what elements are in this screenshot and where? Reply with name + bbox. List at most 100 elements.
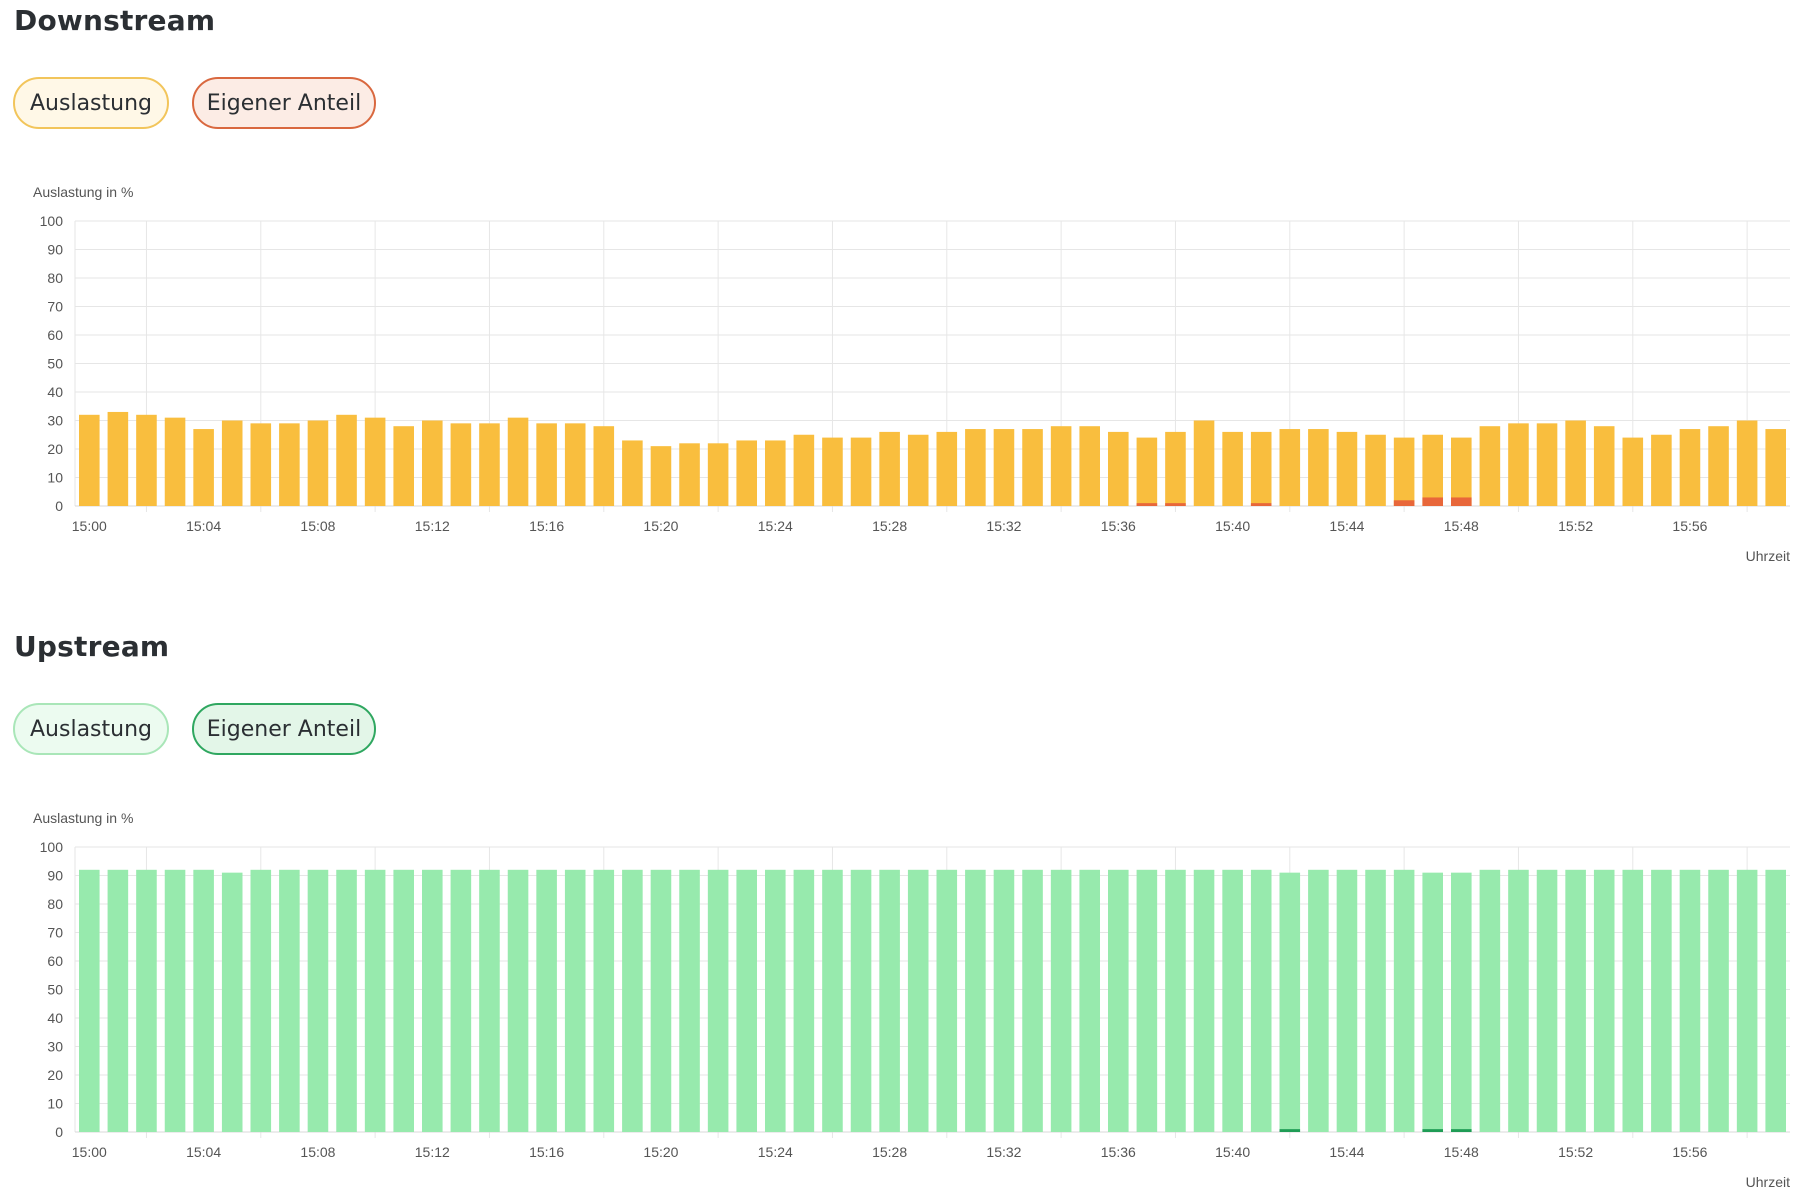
downstream-xtick-label: 15:24 bbox=[758, 518, 793, 534]
downstream-bar bbox=[336, 414, 357, 506]
upstream-bar bbox=[422, 869, 443, 1132]
downstream-bar bbox=[1765, 429, 1786, 506]
downstream-xtick-label: 15:52 bbox=[1558, 518, 1593, 534]
downstream-bar bbox=[1565, 420, 1586, 506]
upstream-xtick-label: 15:20 bbox=[643, 1144, 678, 1160]
downstream-bar bbox=[1736, 420, 1758, 506]
upstream-bar bbox=[564, 869, 586, 1132]
upstream-bar bbox=[279, 869, 300, 1132]
downstream-xlabel: Uhrzeit bbox=[1746, 548, 1790, 564]
upstream-bar bbox=[622, 869, 643, 1132]
upstream-xtick-label: 15:04 bbox=[186, 1144, 221, 1160]
downstream-own-bar bbox=[1250, 503, 1272, 506]
downstream-own-bar bbox=[1393, 500, 1415, 506]
upstream-bar bbox=[1765, 869, 1786, 1132]
upstream-bar bbox=[136, 869, 157, 1132]
downstream-bar bbox=[1108, 431, 1129, 506]
downstream-auslastung-button[interactable]: Auslastung bbox=[13, 77, 169, 129]
downstream-bar bbox=[1022, 429, 1043, 506]
upstream-bar bbox=[1565, 869, 1586, 1132]
downstream-xtick-label: 15:00 bbox=[72, 518, 107, 534]
downstream-ytick-label: 70 bbox=[47, 299, 63, 315]
upstream-bar bbox=[907, 869, 929, 1132]
upstream-xtick-label: 15:28 bbox=[872, 1144, 907, 1160]
downstream-xtick-label: 15:32 bbox=[986, 518, 1021, 534]
upstream-xtick-label: 15:32 bbox=[986, 1144, 1021, 1160]
downstream-bar bbox=[879, 431, 900, 506]
downstream-bar bbox=[279, 423, 300, 506]
downstream-ytick-label: 0 bbox=[55, 498, 63, 514]
upstream-bar bbox=[536, 869, 557, 1132]
upstream-bar bbox=[965, 869, 986, 1132]
upstream-ylabel: Auslastung in % bbox=[33, 810, 133, 826]
downstream-ytick-label: 90 bbox=[47, 242, 63, 258]
downstream-bar bbox=[1136, 437, 1158, 506]
downstream-ylabel: Auslastung in % bbox=[33, 184, 133, 200]
downstream-bar bbox=[107, 411, 129, 506]
upstream-eigener-anteil-button[interactable]: Eigener Anteil bbox=[192, 703, 376, 755]
downstream-bar bbox=[965, 429, 986, 506]
upstream-auslastung-button[interactable]: Auslastung bbox=[13, 703, 169, 755]
downstream-xtick-label: 15:40 bbox=[1215, 518, 1250, 534]
upstream-ytick-label: 30 bbox=[47, 1039, 63, 1055]
downstream-grid bbox=[75, 220, 1790, 512]
upstream-own-bar bbox=[1279, 1129, 1301, 1132]
upstream-bar bbox=[1336, 869, 1358, 1132]
upstream-title: Upstream bbox=[14, 630, 170, 663]
upstream-bar bbox=[164, 869, 186, 1132]
upstream-bar bbox=[1736, 869, 1758, 1132]
downstream-bar bbox=[822, 437, 843, 506]
upstream-ytick-label: 0 bbox=[55, 1124, 63, 1140]
upstream-bar bbox=[1365, 869, 1386, 1132]
upstream-bar bbox=[1193, 869, 1215, 1132]
downstream-xtick-label: 15:08 bbox=[300, 518, 335, 534]
upstream-xtick-label: 15:00 bbox=[72, 1144, 107, 1160]
upstream-xtick-label: 15:16 bbox=[529, 1144, 564, 1160]
downstream-bar bbox=[765, 440, 786, 506]
downstream-bar bbox=[622, 440, 643, 506]
upstream-bar bbox=[507, 869, 529, 1132]
upstream-bar bbox=[1393, 869, 1415, 1132]
upstream-bar bbox=[593, 869, 615, 1132]
upstream-bar bbox=[1250, 869, 1272, 1132]
downstream-ytick-label: 50 bbox=[47, 356, 63, 372]
upstream-bar bbox=[79, 869, 100, 1132]
upstream-bar bbox=[1279, 872, 1301, 1132]
downstream-bar bbox=[736, 440, 757, 506]
downstream-bar bbox=[1593, 426, 1615, 506]
upstream-ytick-label: 90 bbox=[47, 868, 63, 884]
upstream-ytick-label: 80 bbox=[47, 896, 63, 912]
upstream-bar bbox=[1479, 869, 1501, 1132]
downstream-bar bbox=[364, 417, 386, 506]
upstream-bar bbox=[307, 869, 329, 1132]
downstream-ytick-label: 30 bbox=[47, 413, 63, 429]
downstream-bar bbox=[507, 417, 529, 506]
downstream-ytick-label: 20 bbox=[47, 441, 63, 457]
upstream-bar bbox=[107, 869, 129, 1132]
downstream-bar bbox=[564, 423, 586, 506]
upstream-bar bbox=[1022, 869, 1043, 1132]
upstream-own-bar bbox=[1451, 1129, 1472, 1132]
downstream-bar bbox=[1050, 426, 1072, 506]
downstream-xtick-label: 15:16 bbox=[529, 518, 564, 534]
downstream-bar bbox=[307, 420, 329, 506]
upstream-bar bbox=[250, 869, 272, 1132]
downstream-eigener-anteil-button[interactable]: Eigener Anteil bbox=[192, 77, 376, 129]
upstream-bar bbox=[679, 869, 700, 1132]
upstream-bar bbox=[193, 869, 214, 1132]
upstream-bar bbox=[1079, 869, 1100, 1132]
downstream-bar bbox=[936, 431, 958, 506]
downstream-bar bbox=[164, 417, 186, 506]
upstream-bar bbox=[879, 869, 900, 1132]
upstream-bar bbox=[936, 869, 958, 1132]
upstream-bar bbox=[1222, 869, 1243, 1132]
downstream-bar bbox=[479, 423, 500, 506]
upstream-xtick-label: 15:12 bbox=[415, 1144, 450, 1160]
downstream-xtick-label: 15:04 bbox=[186, 518, 221, 534]
upstream-bar bbox=[364, 869, 386, 1132]
downstream-bar bbox=[793, 434, 815, 506]
upstream-xtick-label: 15:24 bbox=[758, 1144, 793, 1160]
upstream-bar bbox=[1508, 869, 1529, 1132]
downstream-ytick-label: 60 bbox=[47, 327, 63, 343]
downstream-bar bbox=[1393, 437, 1415, 506]
